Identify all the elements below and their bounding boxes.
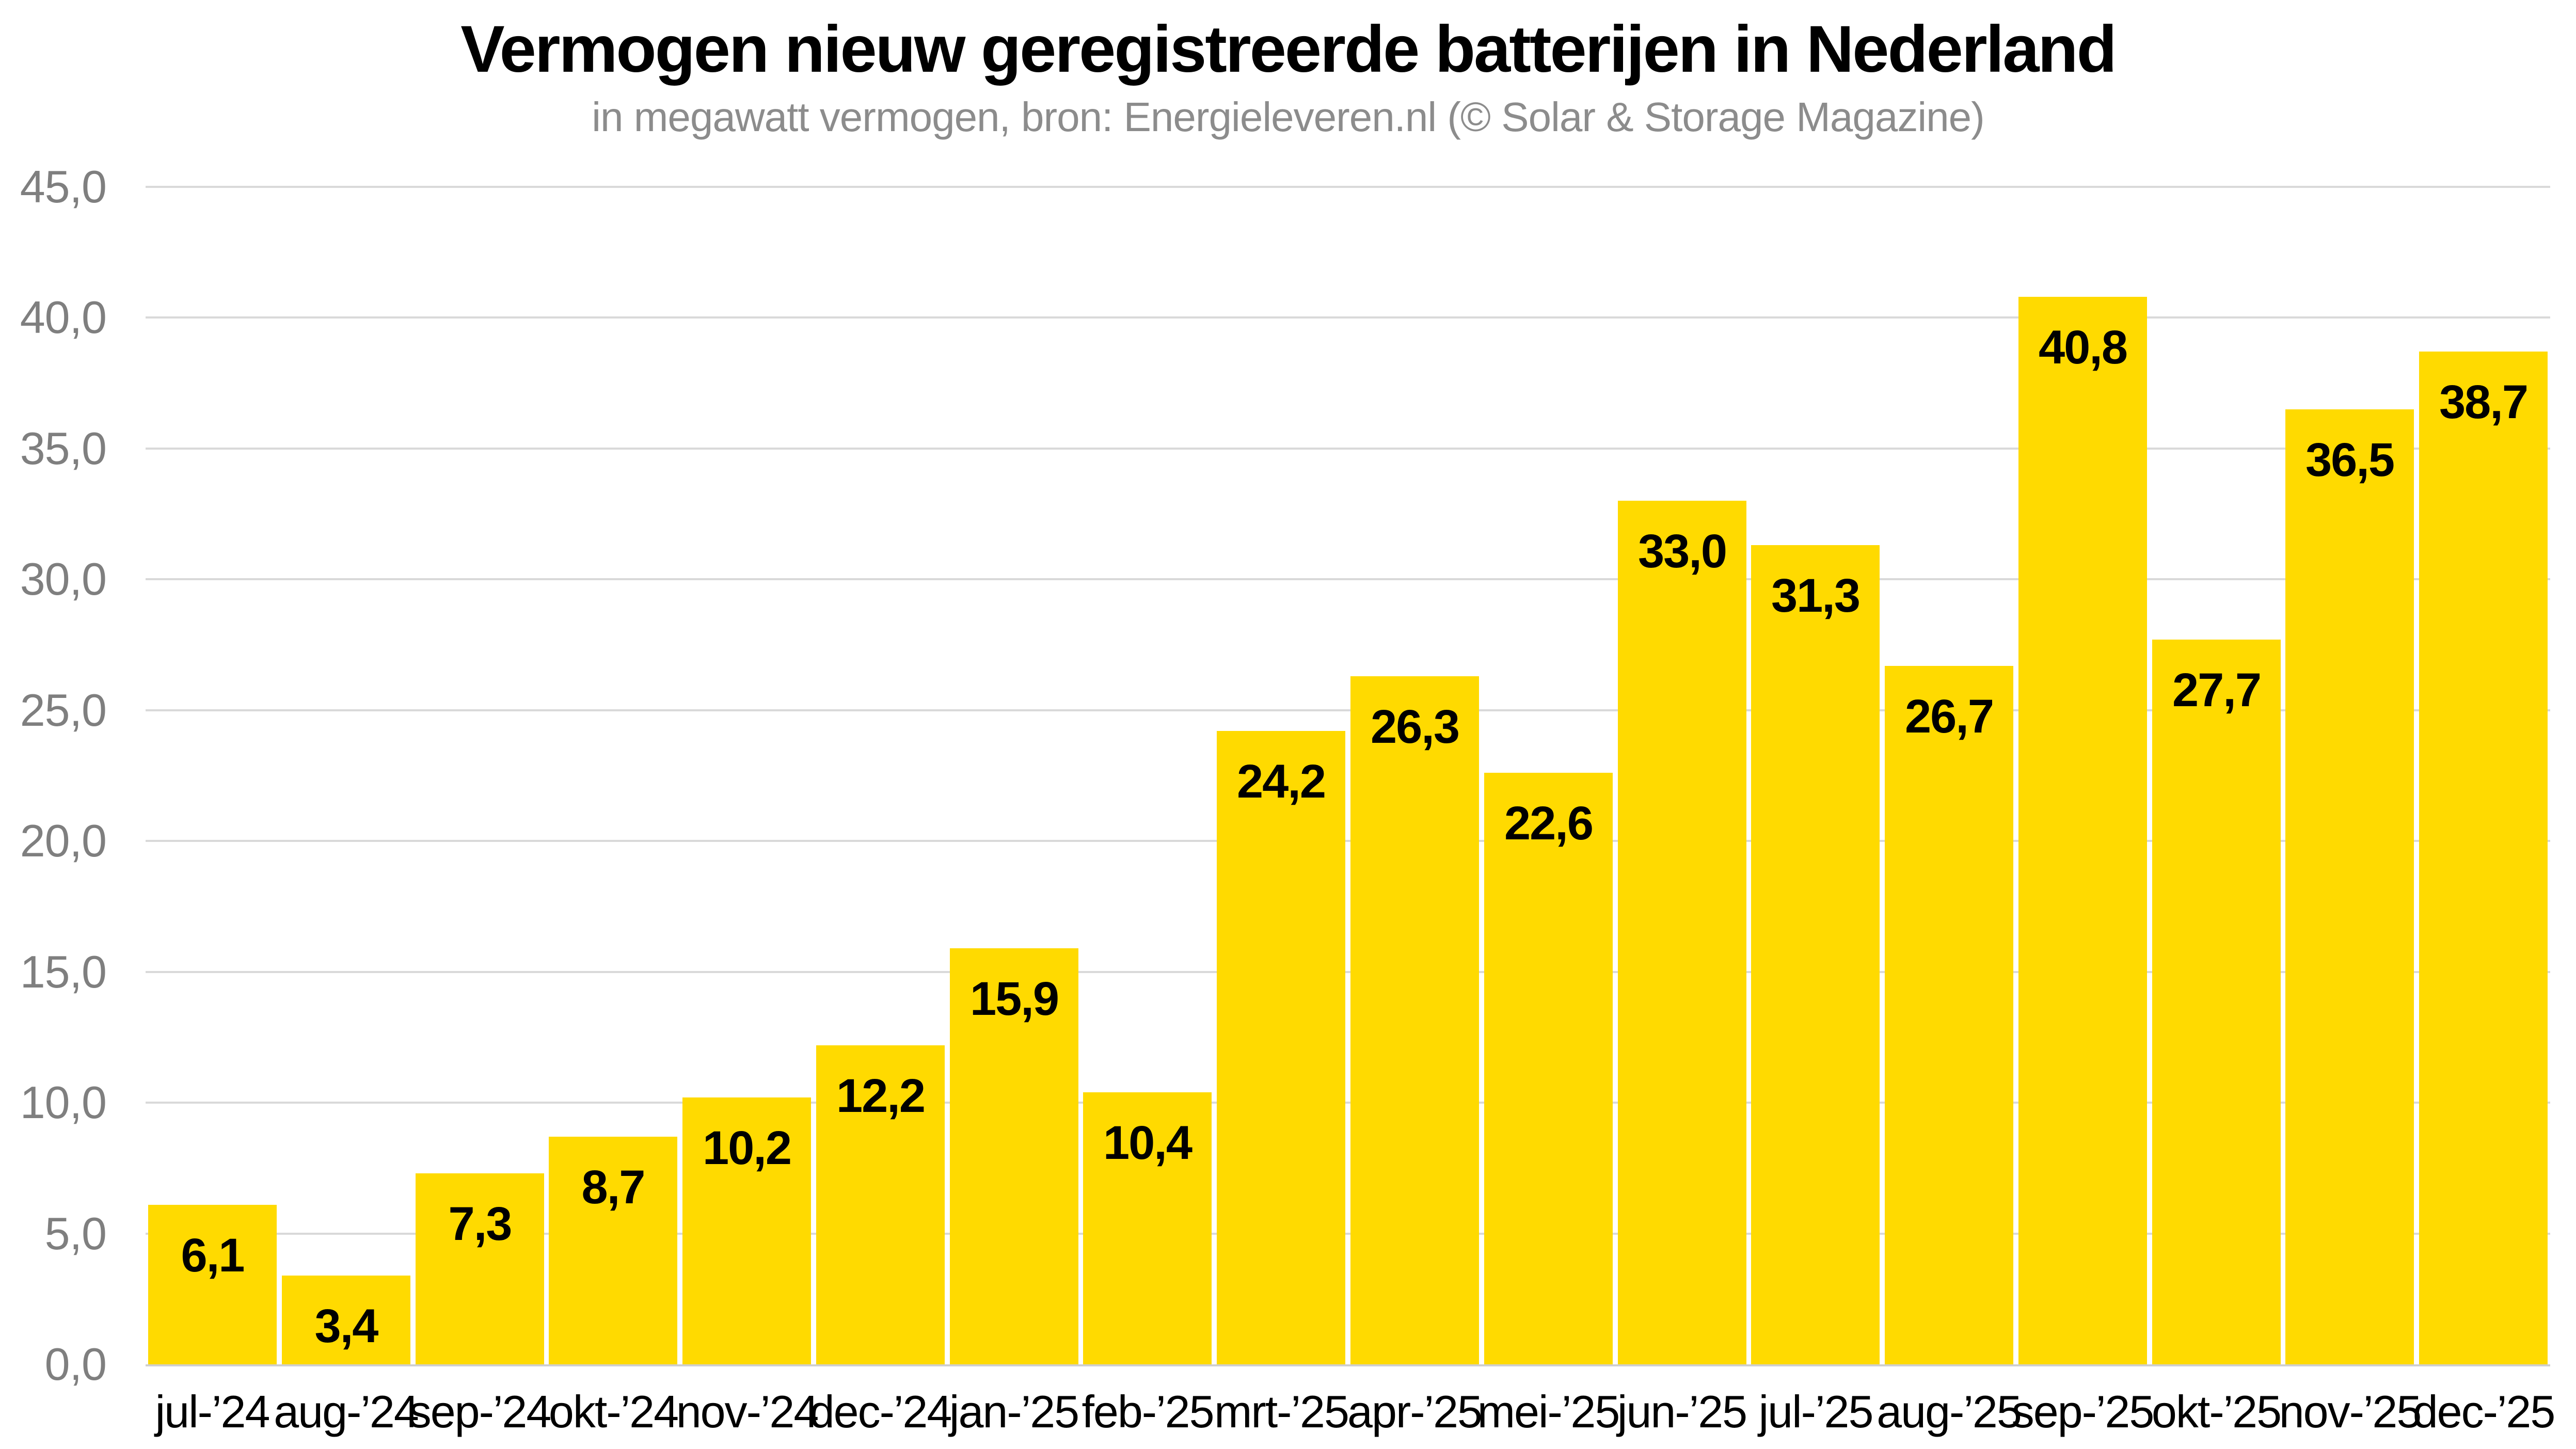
bar-value-label: 40,8 xyxy=(2038,321,2128,374)
x-axis-tick-label: sep-’24 xyxy=(408,1386,552,1437)
gridline xyxy=(146,316,2550,319)
bar-value-label: 3,4 xyxy=(314,1300,379,1352)
bar: 24,2 xyxy=(1217,731,1345,1364)
plot-area: 6,1 3,4 7,3 8,7 10,2 12,2 15,9 10,4 24,2 26,3 22,6… xyxy=(146,186,2550,1366)
y-axis-tick-label: 5,0 xyxy=(44,1208,107,1259)
bar-value-label: 8,7 xyxy=(581,1161,646,1214)
y-axis-tick-label: 0,0 xyxy=(44,1339,107,1390)
bar: 26,3 xyxy=(1350,676,1479,1364)
y-axis-tick-label: 15,0 xyxy=(20,946,107,997)
bar: 36,5 xyxy=(2285,409,2414,1364)
bar: 33,0 xyxy=(1618,501,1746,1364)
x-axis-tick-label: okt-’25 xyxy=(2151,1386,2282,1437)
y-axis-tick-label: 45,0 xyxy=(20,161,107,212)
bar-value-label: 36,5 xyxy=(2305,434,2395,486)
bar-value-label: 31,3 xyxy=(1771,569,1861,622)
bar: 22,6 xyxy=(1484,773,1613,1364)
chart-subtitle: in megawatt vermogen, bron: Energielever… xyxy=(592,94,1984,140)
bar: 6,1 xyxy=(148,1205,277,1364)
y-axis-tick-label: 25,0 xyxy=(20,684,107,736)
bar: 38,7 xyxy=(2419,352,2548,1364)
bar-value-label: 10,4 xyxy=(1103,1117,1192,1169)
bar: 7,3 xyxy=(416,1173,544,1364)
x-axis-tick-label: apr-’25 xyxy=(1347,1386,1483,1437)
bar: 40,8 xyxy=(2018,297,2147,1364)
bar: 3,4 xyxy=(282,1276,410,1364)
bar: 12,2 xyxy=(816,1045,945,1364)
x-axis-tick-label: aug-’24 xyxy=(274,1386,419,1437)
x-axis-baseline xyxy=(146,1364,2550,1366)
x-axis-tick-label: dec-’25 xyxy=(2412,1386,2556,1437)
x-axis-tick-label: sep-’25 xyxy=(2011,1386,2155,1437)
x-axis-tick-label: mrt-’25 xyxy=(1214,1386,1349,1437)
gridline xyxy=(146,840,2550,842)
x-axis-tick-label: jul-’25 xyxy=(1758,1386,1874,1437)
bar-value-label: 38,7 xyxy=(2439,376,2529,428)
bar: 31,3 xyxy=(1751,545,1880,1364)
x-axis-tick-label: nov-’24 xyxy=(676,1386,819,1437)
gridline xyxy=(146,448,2550,450)
chart-title: Vermogen nieuw geregistreerde batterijen… xyxy=(460,12,2117,86)
bar: 10,2 xyxy=(682,1097,811,1364)
x-axis-tick-label: jun-’25 xyxy=(1617,1386,1747,1437)
bar-value-label: 27,7 xyxy=(2172,664,2262,716)
bar-value-label: 33,0 xyxy=(1637,525,1727,578)
bar-value-label: 22,6 xyxy=(1504,797,1594,850)
bar-value-label: 12,2 xyxy=(836,1070,926,1122)
bar-value-label: 15,9 xyxy=(969,973,1059,1025)
y-axis-tick-label: 40,0 xyxy=(20,292,107,343)
x-axis-tick-label: jul-’24 xyxy=(155,1386,271,1437)
x-axis-tick-label: nov-’25 xyxy=(2279,1386,2422,1437)
gridline xyxy=(146,186,2550,188)
bar: 8,7 xyxy=(549,1137,677,1364)
x-axis-tick-label: feb-’25 xyxy=(1082,1386,1214,1437)
bar-value-label: 6,1 xyxy=(181,1229,245,1282)
bar-value-label: 24,2 xyxy=(1236,755,1326,808)
bar-value-label: 26,3 xyxy=(1370,700,1460,753)
bar: 15,9 xyxy=(950,948,1078,1364)
x-axis-tick-label: okt-’24 xyxy=(548,1386,679,1437)
bar: 26,7 xyxy=(1885,666,2013,1364)
x-axis-tick-label: dec-’24 xyxy=(809,1386,952,1437)
bar: 27,7 xyxy=(2152,640,2281,1364)
gridline xyxy=(146,971,2550,973)
gridline xyxy=(146,709,2550,711)
gridline xyxy=(146,1102,2550,1104)
bar-value-label: 7,3 xyxy=(448,1198,513,1250)
y-axis-tick-label: 30,0 xyxy=(20,553,107,604)
y-axis-tick-label: 35,0 xyxy=(20,423,107,474)
gridline xyxy=(146,578,2550,580)
x-axis-tick-label: jan-’25 xyxy=(949,1386,1079,1437)
y-axis-tick-label: 20,0 xyxy=(20,815,107,866)
gridline xyxy=(146,1233,2550,1235)
y-axis-tick-label: 10,0 xyxy=(20,1077,107,1128)
bar: 10,4 xyxy=(1083,1092,1212,1364)
x-axis-tick-label: mei-’25 xyxy=(1477,1386,1620,1437)
x-axis-tick-label: aug-’25 xyxy=(1877,1386,2022,1437)
bar-value-label: 26,7 xyxy=(1904,690,1994,743)
bar-value-label: 10,2 xyxy=(702,1122,792,1174)
